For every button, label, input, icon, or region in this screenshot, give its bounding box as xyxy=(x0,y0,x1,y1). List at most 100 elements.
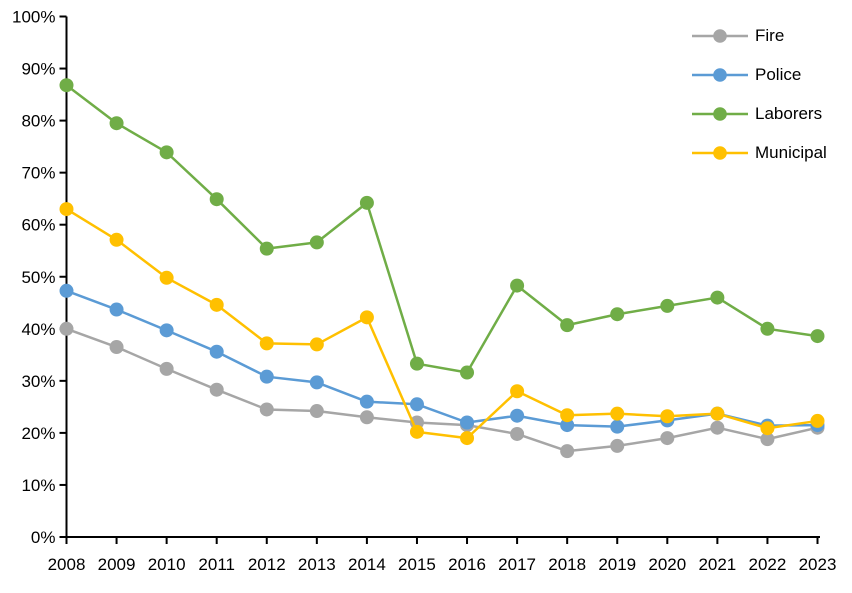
data-point-municipal xyxy=(610,406,625,421)
x-axis-tick-label: 2023 xyxy=(799,555,837,574)
data-point-police xyxy=(610,419,625,434)
data-point-municipal xyxy=(59,202,74,217)
data-point-municipal xyxy=(109,232,124,247)
x-axis-tick-label: 2010 xyxy=(148,555,186,574)
data-point-fire xyxy=(760,432,775,447)
data-point-laborers xyxy=(109,116,124,131)
data-point-laborers xyxy=(710,290,725,305)
data-point-police xyxy=(159,323,174,338)
y-axis-tick-label: 40% xyxy=(21,320,55,339)
data-point-fire xyxy=(209,382,224,397)
legend-sample xyxy=(692,146,748,160)
data-point-municipal xyxy=(409,424,424,439)
data-point-fire xyxy=(710,420,725,435)
x-axis-tick-label: 2011 xyxy=(198,555,235,574)
data-point-municipal xyxy=(760,421,775,436)
data-point-police xyxy=(109,302,124,317)
data-point-fire xyxy=(59,321,74,336)
data-point-fire xyxy=(109,340,124,355)
data-point-laborers xyxy=(309,235,324,250)
series-line-fire xyxy=(65,327,819,453)
data-point-municipal xyxy=(660,409,675,424)
data-point-laborers xyxy=(610,307,625,322)
y-axis-tick-label: 0% xyxy=(31,528,56,547)
x-axis-tick-label: 2021 xyxy=(698,555,736,574)
y-axis-tick-label: 90% xyxy=(21,60,55,79)
x-axis-tick-label: 2012 xyxy=(248,555,286,574)
legend-marker-icon xyxy=(713,146,727,160)
data-point-police xyxy=(209,344,224,359)
data-point-police xyxy=(409,397,424,412)
y-axis-tick-label: 20% xyxy=(21,424,55,443)
data-point-laborers xyxy=(259,241,274,256)
data-point-laborers xyxy=(409,356,424,371)
data-point-fire xyxy=(660,431,675,446)
x-axis-tick-label: 2016 xyxy=(448,555,486,574)
data-point-police xyxy=(259,369,274,384)
data-point-laborers xyxy=(660,298,675,313)
x-axis-tick-label: 2014 xyxy=(348,555,386,574)
data-point-police xyxy=(510,408,525,423)
data-point-laborers xyxy=(560,318,575,333)
legend-label: Fire xyxy=(755,26,785,45)
x-axis-tick-label: 2009 xyxy=(98,555,136,574)
data-point-fire xyxy=(159,361,174,376)
data-point-municipal xyxy=(259,336,274,351)
legend-item-police: Police xyxy=(692,65,827,84)
data-point-laborers xyxy=(159,145,174,160)
data-point-municipal xyxy=(159,270,174,285)
legend-label: Laborers xyxy=(755,104,823,123)
legend-item-municipal: Municipal xyxy=(692,143,827,162)
x-axis-tick-label: 2013 xyxy=(298,555,336,574)
data-point-laborers xyxy=(209,192,224,207)
y-axis-tick-label: 70% xyxy=(21,164,55,183)
series-line-laborers xyxy=(65,83,819,374)
x-axis-tick-label: 2019 xyxy=(598,555,636,574)
x-axis-tick-label: 2018 xyxy=(548,555,586,574)
data-point-fire xyxy=(510,426,525,441)
x-axis-tick-label: 2008 xyxy=(48,555,86,574)
y-axis-tick-label: 10% xyxy=(21,476,55,495)
data-point-municipal xyxy=(710,406,725,421)
data-point-laborers xyxy=(760,321,775,336)
data-point-fire xyxy=(560,444,575,459)
data-point-fire xyxy=(259,402,274,417)
data-point-municipal xyxy=(209,297,224,312)
data-point-municipal xyxy=(309,337,324,352)
y-axis-tick-label: 30% xyxy=(21,372,55,391)
data-point-laborers xyxy=(59,78,74,93)
data-point-police xyxy=(59,283,74,298)
series-line-municipal xyxy=(65,207,819,440)
y-axis-tick-label: 60% xyxy=(21,216,55,235)
legend-item-fire: Fire xyxy=(692,26,827,45)
y-axis-tick-label: 80% xyxy=(21,112,55,131)
legend: Fire Police Laborers Municipal xyxy=(692,26,827,162)
data-point-municipal xyxy=(510,384,525,399)
legend-sample xyxy=(692,29,748,43)
data-point-police xyxy=(359,394,374,409)
series-line-police xyxy=(65,289,819,428)
data-point-fire xyxy=(309,404,324,419)
legend-marker-icon xyxy=(713,68,727,82)
x-axis-tick-label: 2017 xyxy=(498,555,536,574)
data-point-municipal xyxy=(810,413,825,428)
legend-label: Municipal xyxy=(755,143,827,162)
data-point-municipal xyxy=(460,431,475,446)
y-axis-tick-label: 50% xyxy=(21,268,55,287)
legend-sample xyxy=(692,68,748,82)
x-axis-tick-label: 2015 xyxy=(398,555,436,574)
y-axis-tick-label: 100% xyxy=(12,8,55,27)
data-point-laborers xyxy=(359,195,374,210)
legend-label: Police xyxy=(755,65,802,84)
data-point-fire xyxy=(610,438,625,453)
data-point-laborers xyxy=(460,365,475,380)
data-point-fire xyxy=(359,410,374,425)
data-point-municipal xyxy=(560,408,575,423)
legend-marker-icon xyxy=(713,29,727,43)
x-axis-tick-label: 2020 xyxy=(648,555,686,574)
data-point-laborers xyxy=(510,278,525,293)
legend-item-laborers: Laborers xyxy=(692,104,827,123)
data-point-laborers xyxy=(810,329,825,344)
